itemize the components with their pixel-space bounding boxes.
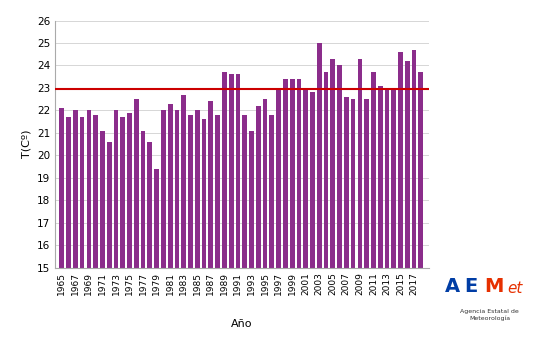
Bar [80,117,85,343]
Bar [392,90,396,343]
Bar [331,59,335,343]
Bar [419,72,424,343]
Bar [310,92,315,343]
Bar [154,169,159,343]
Text: A: A [445,277,460,296]
Bar [364,99,369,343]
Bar [59,108,64,343]
Text: et: et [507,281,522,296]
Bar [317,43,322,343]
Bar [120,117,125,343]
Bar [141,131,145,343]
Y-axis label: T(Cº): T(Cº) [21,130,31,158]
Bar [358,59,362,343]
Text: Agencia Estatal de
Meteorología: Agencia Estatal de Meteorología [460,309,519,321]
Bar [168,104,173,343]
Bar [66,117,71,343]
Bar [344,97,349,343]
Bar [283,79,288,343]
Bar [263,99,267,343]
Bar [161,110,166,343]
Bar [222,72,227,343]
Bar [208,102,213,343]
Bar [215,115,220,343]
Text: M: M [485,277,504,296]
Bar [384,88,389,343]
Bar [94,115,98,343]
Bar [270,115,274,343]
Bar [256,106,261,343]
Bar [134,99,139,343]
Bar [127,113,132,343]
Bar [202,119,206,343]
Bar [182,95,186,343]
Bar [235,74,240,343]
Bar [188,115,193,343]
Bar [378,86,383,343]
Bar [371,72,376,343]
Bar [290,79,294,343]
Bar [249,131,254,343]
Bar [195,110,200,343]
Bar [323,72,328,343]
Bar [174,110,179,343]
Bar [296,79,301,343]
Bar [276,90,281,343]
Bar [243,115,247,343]
Text: E: E [465,277,478,296]
Bar [351,99,355,343]
Bar [147,142,152,343]
Bar [229,74,234,343]
Bar [114,110,118,343]
Bar [405,61,410,343]
Bar [86,110,91,343]
Text: Año: Año [231,319,253,329]
Bar [412,50,416,343]
Bar [303,88,308,343]
Bar [107,142,112,343]
Legend: Temperatura media del verano (1981-2010): Temperatura media del verano (1981-2010) [60,342,332,343]
Bar [398,52,403,343]
Bar [337,66,342,343]
Bar [100,131,105,343]
Bar [73,110,78,343]
